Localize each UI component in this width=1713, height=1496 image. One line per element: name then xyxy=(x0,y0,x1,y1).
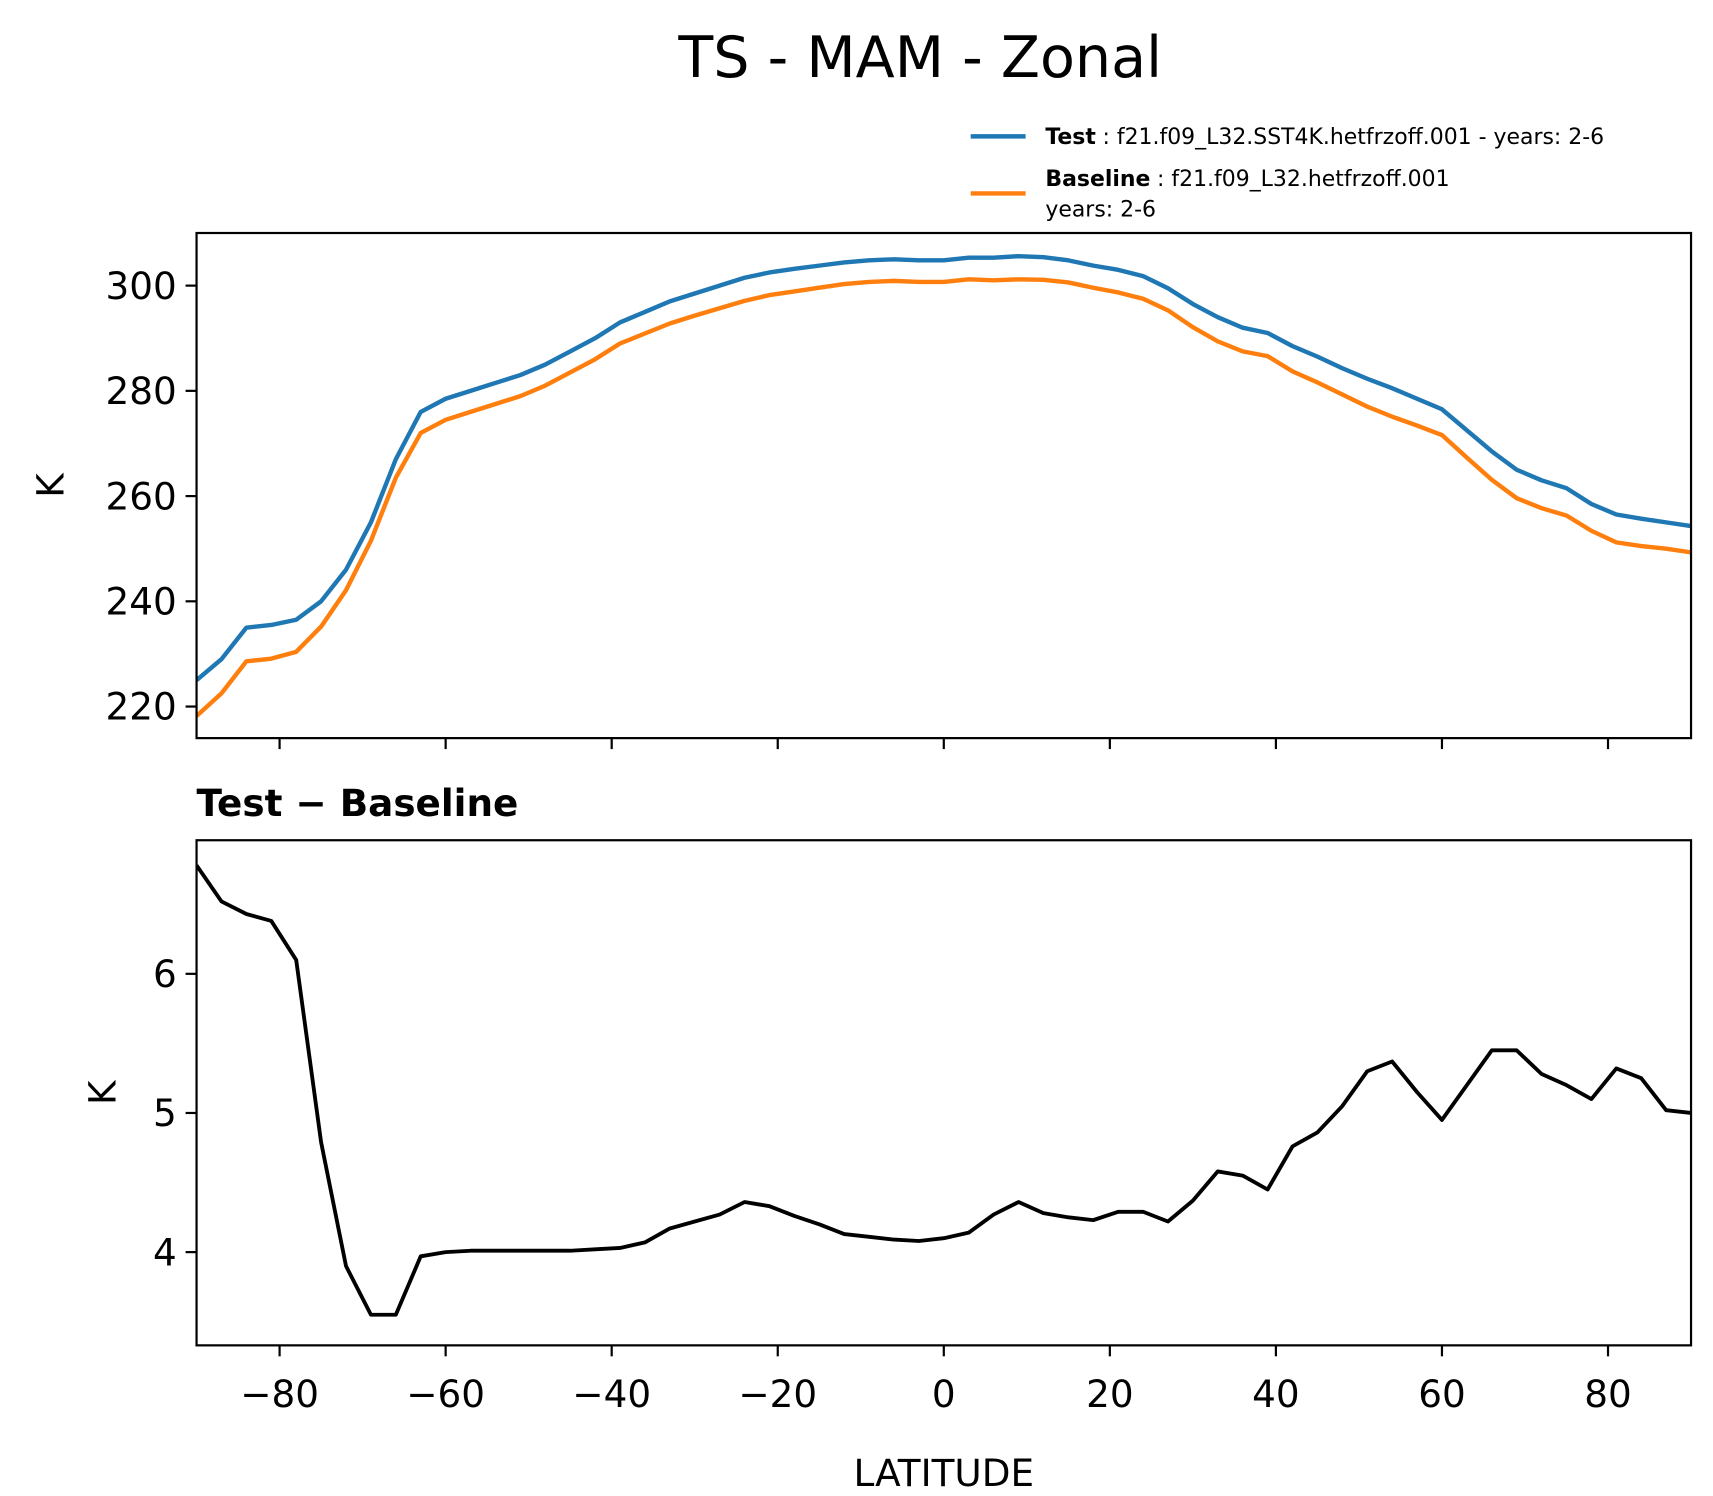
legend-label: years: 2-6 xyxy=(1045,198,1156,223)
y-tick-label: 260 xyxy=(106,474,177,518)
line xyxy=(196,253,1692,682)
x-tick-label: −80 xyxy=(240,1372,319,1416)
y-tick-label: 4 xyxy=(153,1230,177,1274)
legend-name: Test xyxy=(1045,125,1096,150)
y-tick-label: 280 xyxy=(106,369,177,413)
y-tick-label: 240 xyxy=(106,579,177,623)
y-axis-label: K xyxy=(29,472,73,498)
axes-frame xyxy=(195,231,1693,740)
x-tick-label: 20 xyxy=(1086,1372,1133,1416)
x-tick-label: 60 xyxy=(1418,1372,1466,1416)
y-tick-label: 300 xyxy=(106,264,177,308)
x-tick-label: −60 xyxy=(406,1372,485,1416)
legend-entry: Test: f21.f09_L32.SST4K.hetfrzoff.001 - … xyxy=(1045,125,1604,150)
y-axis-label: K xyxy=(80,1079,124,1105)
x-axis-label: LATITUDE xyxy=(854,1451,1035,1495)
x-tick-label: −40 xyxy=(572,1372,651,1416)
line xyxy=(196,277,1692,718)
line xyxy=(196,864,1692,1317)
y-tick-label: 6 xyxy=(153,952,177,996)
axes-frame xyxy=(195,839,1693,1347)
legend-entry: Baseline : f21.f09_L32.hetfrzoff.001 xyxy=(1045,167,1449,192)
y-tick-label: 5 xyxy=(153,1091,177,1135)
axes-title: Test − Baseline xyxy=(197,781,519,825)
legend-label: : f21.f09_L32.hetfrzoff.001 xyxy=(1157,167,1450,192)
figure-title: TS - MAM - Zonal xyxy=(677,25,1162,91)
legend-name: Baseline xyxy=(1045,167,1150,192)
x-tick-label: −20 xyxy=(738,1372,817,1416)
plot-area xyxy=(196,253,1692,718)
y-tick-label: 220 xyxy=(106,685,177,729)
x-tick-label: 40 xyxy=(1252,1372,1300,1416)
plot-area xyxy=(196,864,1692,1317)
legend-label: : f21.f09_L32.SST4K.hetfrzoff.001 - year… xyxy=(1102,125,1604,150)
x-tick-label: 0 xyxy=(932,1372,956,1416)
x-tick-label: 80 xyxy=(1584,1372,1632,1416)
